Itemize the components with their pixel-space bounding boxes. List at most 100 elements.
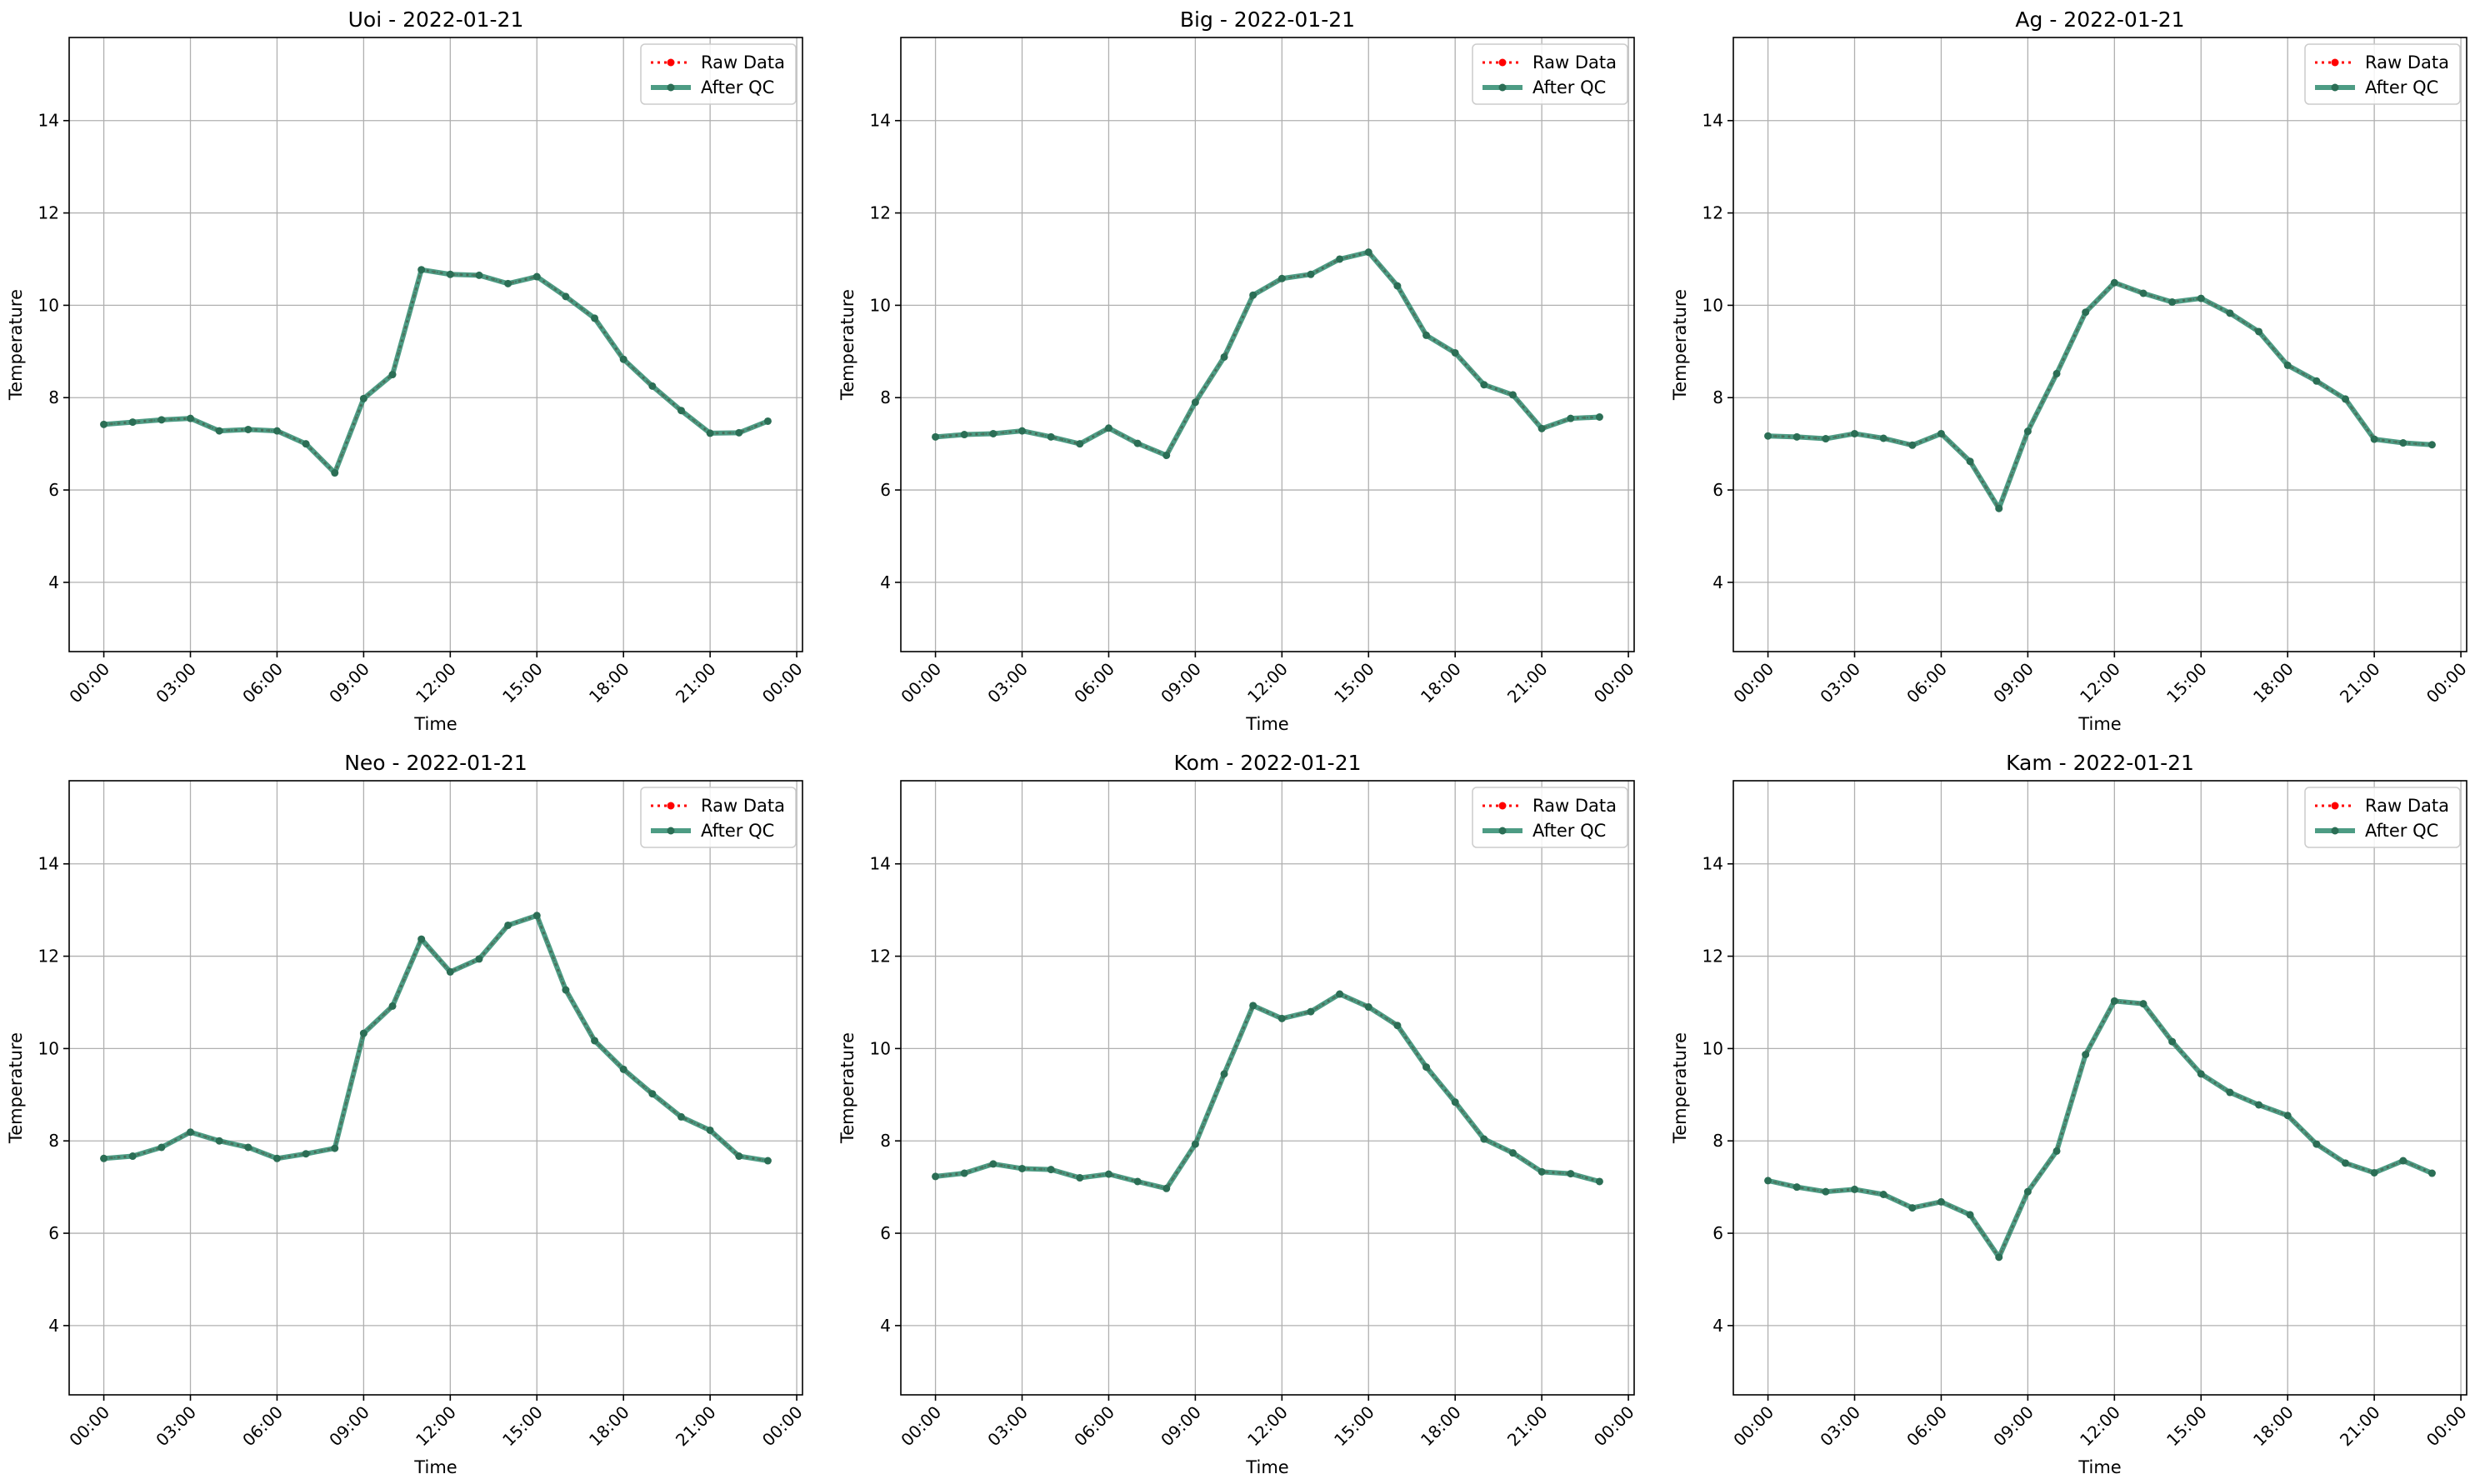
chart-5-ytick-label: 4 (880, 1316, 891, 1336)
chart-4-point (532, 912, 541, 920)
chart-2-ytick-label: 8 (880, 387, 891, 407)
chart-4-xtick-label: 12:00 (412, 1402, 460, 1451)
chart-5-series-raw-overlay (935, 992, 1600, 1190)
chart-1-legend: Raw Data After QC (640, 43, 797, 105)
chart-6-point (2052, 1147, 2061, 1155)
chart-1-axes-frame (68, 37, 803, 652)
chart-2-xtick-label: 15:00 (1330, 659, 1378, 707)
chart-5-ytick-label: 12 (870, 947, 891, 967)
chart-4-point (504, 921, 512, 929)
chart-3-point (2110, 278, 2118, 287)
chart-3-legend-qc-label: After QC (2365, 77, 2438, 97)
chart-6-point (2168, 1037, 2177, 1046)
chart-6-point (2110, 997, 2118, 1005)
chart-4-ytick-label: 4 (48, 1316, 59, 1336)
chart-4-ytick-label: 12 (38, 947, 59, 967)
chart-1-ytick-label: 6 (48, 480, 59, 500)
chart-4-point (591, 1037, 599, 1045)
chart-2-xtick-label: 09:00 (1157, 659, 1205, 707)
chart-1-point (418, 266, 426, 274)
chart-6-xtick-label: 03:00 (1816, 1402, 1864, 1451)
chart-3-ytick-label: 10 (1702, 295, 1723, 315)
chart-5-point (1422, 1063, 1431, 1072)
chart-3-point (2052, 369, 2061, 377)
chart-1-xtick-label: 12:00 (412, 659, 460, 707)
chart-2-legend-raw-label: Raw Data (1532, 52, 1617, 72)
chart-3-ytick-label: 8 (1712, 387, 1723, 407)
chart-3-point (1966, 457, 1974, 466)
chart-2-xtick-label: 06:00 (1070, 659, 1118, 707)
chart-5-xtick-label: 15:00 (1330, 1402, 1378, 1451)
chart-1-point (128, 418, 137, 427)
chart-3-xtick-label: 06:00 (1902, 659, 1951, 707)
chart-2-point (1508, 391, 1517, 399)
chart-4-point (302, 1150, 310, 1158)
chart-5-point (1538, 1167, 1546, 1176)
chart-3-point (2139, 289, 2148, 297)
chart-5-point (1307, 1007, 1315, 1016)
chart-5-point (1220, 1070, 1228, 1078)
chart-4-xlabel: Time (413, 1457, 457, 1477)
chart-6-point (1908, 1204, 1917, 1212)
chart-2-legend-raw-marker (1498, 58, 1507, 67)
chart-3-point (1995, 504, 2003, 512)
chart-4-point (128, 1152, 137, 1161)
chart-3-point (2370, 435, 2378, 443)
chart-4-legend: Raw Data After QC (640, 787, 797, 848)
chart-6-point (1879, 1191, 1888, 1199)
chart-4-point (677, 1112, 685, 1121)
chart-2-point (1595, 412, 1603, 421)
chart-5-ytick-label: 14 (870, 854, 891, 874)
chart-2-axes-frame (900, 37, 1635, 652)
chart-1-point (331, 469, 339, 477)
chart-4-xtick-label: 15:00 (498, 1402, 547, 1451)
chart-4-point (418, 935, 426, 943)
chart-6-xtick-label: 18:00 (2249, 1402, 2298, 1451)
chart-1-xtick-label: 15:00 (498, 659, 547, 707)
chart-2-point (1538, 424, 1546, 432)
chart-2-point (1422, 331, 1431, 339)
chart-6-point (1764, 1177, 1772, 1185)
chart-2-xtick-label: 12:00 (1243, 659, 1292, 707)
chart-4-point (100, 1154, 108, 1162)
chart-6-xtick-label: 21:00 (2336, 1402, 2384, 1451)
chart-6-point (2197, 1070, 2205, 1078)
chart-5-xtick-label: 18:00 (1417, 1402, 1465, 1451)
chart-1-xtick-label: 09:00 (325, 659, 373, 707)
chart-5-point (1336, 990, 1344, 998)
chart-5-axes-frame (900, 780, 1635, 1396)
chart-6-xtick-label: 06:00 (1902, 1402, 1951, 1451)
chart-4-point (562, 986, 570, 994)
chart-6-legend-qc-marker (2331, 827, 2339, 835)
chart-3-point (2168, 298, 2177, 307)
chart-4-point (187, 1128, 195, 1137)
chart-5-point (1480, 1135, 1488, 1143)
chart-1-point (215, 427, 223, 435)
chart-1-point (677, 407, 685, 415)
chart-6-series-raw-overlay (1768, 1000, 2432, 1259)
chart-2-ytick-label: 6 (880, 480, 891, 500)
chart-2-point (1076, 440, 1084, 448)
chart-3-legend-raw-marker (2331, 58, 2339, 67)
chart-4-point (388, 1002, 397, 1010)
chart-5-ytick-label: 6 (880, 1223, 891, 1243)
chart-2-point (1133, 439, 1142, 447)
chart-6-point (1792, 1183, 1801, 1192)
chart-2-legend: Raw Data After QC (1472, 43, 1628, 105)
chart-6-point (1937, 1197, 1945, 1206)
chart-3-title: Ag - 2022-01-21 (2015, 7, 2184, 32)
chart-5: 4 6 8 10 12 14 00:00 03:00 06:00 09:00 12:00 15:00 1… (838, 751, 1638, 1477)
chart-1-point (100, 420, 108, 428)
chart-5-point (1104, 1170, 1112, 1178)
chart-1-legend-qc-marker (667, 83, 675, 92)
chart-6-point (2283, 1112, 2292, 1120)
chart-1-point (706, 429, 714, 437)
chart-4-point (648, 1090, 657, 1098)
chart-2-point (932, 432, 940, 441)
chart-1-point (359, 394, 368, 402)
chart-4-point (244, 1143, 252, 1152)
chart-3-series-raw-data-line (1768, 281, 2432, 512)
chart-2-point (1451, 348, 1459, 357)
chart-6-point (2139, 1000, 2148, 1008)
chart-5-series-raw-data-line (935, 992, 1600, 1191)
